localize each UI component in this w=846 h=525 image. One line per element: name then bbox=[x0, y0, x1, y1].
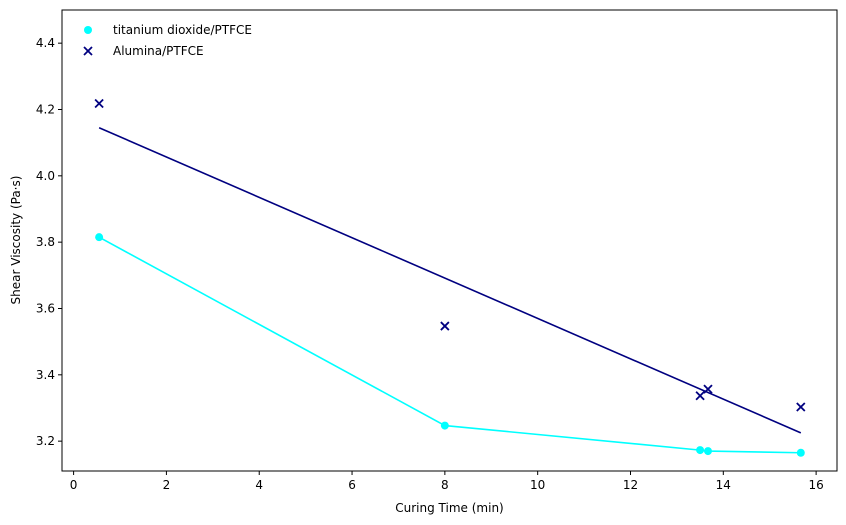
series-line-0 bbox=[98, 236, 801, 454]
plot-area-frame bbox=[61, 9, 838, 472]
series-points bbox=[94, 98, 806, 457]
data-point-1 bbox=[94, 98, 104, 109]
legend-label-0: titanium dioxide/PTFCE bbox=[113, 23, 252, 37]
legend-marker-0 bbox=[84, 26, 92, 34]
x-axis: 0 2 4 6 8 10 12 14 16 bbox=[70, 471, 824, 492]
x-tick-label: 0 bbox=[70, 478, 78, 492]
data-point-0 bbox=[440, 421, 449, 430]
data-point-0 bbox=[95, 233, 104, 242]
y-tick-label: 3.4 bbox=[36, 368, 55, 382]
y-tick-label: 4.2 bbox=[36, 102, 55, 116]
y-tick-label: 3.6 bbox=[36, 301, 55, 315]
y-tick-label: 4.0 bbox=[36, 169, 55, 183]
y-tick-label: 4.4 bbox=[36, 36, 55, 50]
legend-marker-1 bbox=[83, 46, 93, 56]
x-tick-label: 8 bbox=[441, 478, 449, 492]
y-axis-label: Shear Viscosity (Pa·s) bbox=[9, 176, 23, 305]
series-lines bbox=[98, 127, 802, 454]
legend: titanium dioxide/PTFCE Alumina/PTFCE bbox=[83, 23, 252, 58]
data-point-1 bbox=[695, 391, 705, 401]
data-point-0 bbox=[703, 447, 712, 456]
series-line-1 bbox=[98, 127, 802, 434]
x-axis-label: Curing Time (min) bbox=[395, 501, 503, 515]
x-tick-label: 6 bbox=[348, 478, 356, 492]
x-tick-label: 2 bbox=[163, 478, 171, 492]
x-tick-label: 10 bbox=[530, 478, 545, 492]
x-tick-label: 12 bbox=[623, 478, 638, 492]
x-tick-label: 16 bbox=[808, 478, 823, 492]
data-point-0 bbox=[796, 448, 805, 457]
y-tick-label: 3.8 bbox=[36, 235, 55, 249]
x-tick-label: 14 bbox=[716, 478, 731, 492]
legend-label-1: Alumina/PTFCE bbox=[113, 44, 204, 58]
y-tick-label: 3.2 bbox=[36, 434, 55, 448]
data-point-0 bbox=[696, 446, 705, 455]
data-point-1 bbox=[703, 384, 713, 394]
data-point-1 bbox=[440, 321, 450, 331]
x-tick-label: 4 bbox=[255, 478, 263, 492]
y-axis: 3.2 3.4 3.6 3.8 4.0 4.2 4.4 bbox=[36, 36, 62, 448]
data-point-1 bbox=[796, 402, 806, 412]
